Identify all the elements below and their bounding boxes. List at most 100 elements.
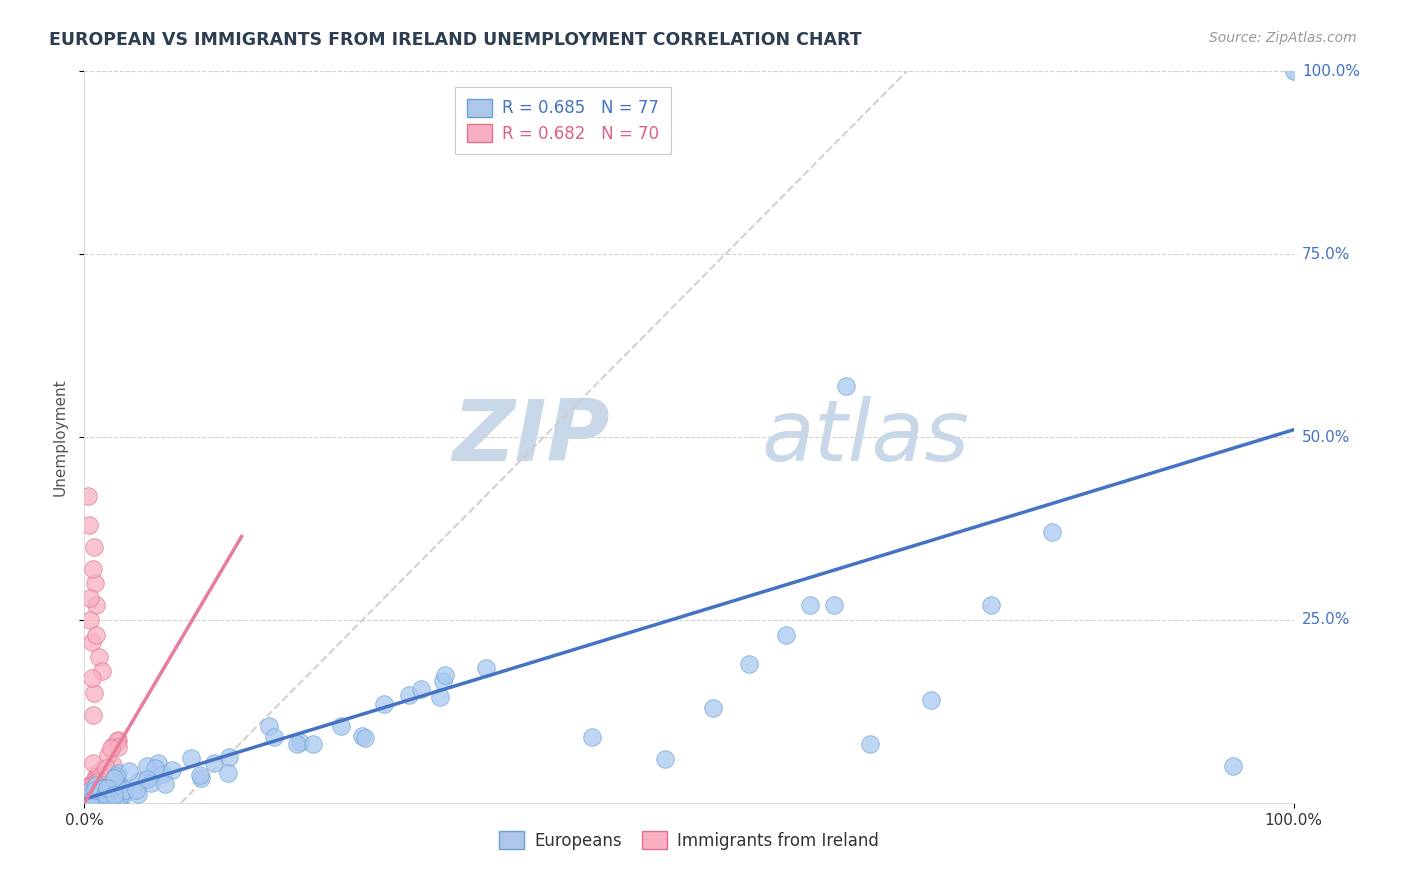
Point [96,795,118,809]
Point [82,708,104,723]
Point [75,791,97,805]
Point [127,788,149,802]
Point [76,796,98,810]
Point [79,591,101,605]
Point [82,785,104,799]
Point [1282,64,1305,78]
Point [84,778,107,792]
Point [104,769,127,783]
Point [82,562,104,576]
Point [76,781,98,796]
Point [823,599,845,613]
Point [83,686,105,700]
Point [409,682,432,697]
Point [96,782,118,797]
Point [80,788,103,802]
Point [103,788,125,802]
Point [86,627,108,641]
Point [91,664,114,678]
Point [135,759,157,773]
Point [434,668,457,682]
Point [775,627,797,641]
Y-axis label: Unemployment: Unemployment [52,378,67,496]
Point [89,781,111,796]
Point [101,739,124,754]
Point [80,785,103,799]
Point [101,788,124,802]
Point [97,747,120,762]
Point [94,787,117,801]
Point [76,796,98,810]
Point [73,796,96,810]
Point [76,789,98,804]
Point [835,379,858,393]
Point [217,766,239,780]
Point [83,775,105,789]
Point [190,768,212,782]
Point [79,613,101,627]
Point [190,771,212,785]
Point [103,771,125,785]
Point [114,783,136,797]
Point [77,789,100,803]
Point [330,718,353,732]
Point [82,783,104,797]
Point [105,777,128,791]
Point [80,787,103,801]
Point [80,781,103,796]
Point [75,784,97,798]
Point [90,780,112,794]
Point [799,599,821,613]
Text: 75.0%: 75.0% [1302,247,1350,261]
Point [107,732,129,747]
Point [82,756,104,771]
Point [94,761,117,775]
Point [257,719,280,733]
Point [263,731,285,745]
Point [100,740,122,755]
Text: atlas: atlas [762,395,970,479]
Point [80,672,103,686]
Point [75,796,97,810]
Point [96,781,118,796]
Point [73,791,96,805]
Point [75,793,97,807]
Point [162,763,184,777]
Point [80,782,103,797]
Point [301,737,323,751]
Point [108,789,131,803]
Point [73,796,96,810]
Point [93,762,115,776]
Point [80,795,103,809]
Point [91,781,114,796]
Point [82,776,104,790]
Point [82,796,104,810]
Point [75,795,97,809]
Text: 100.0%: 100.0% [1302,64,1360,78]
Point [79,779,101,793]
Point [77,780,100,794]
Point [107,740,129,755]
Point [83,540,105,554]
Point [128,773,150,788]
Point [702,700,724,714]
Point [84,769,107,783]
Point [89,786,111,800]
Point [77,517,100,532]
Point [90,768,112,782]
Point [76,796,98,810]
Point [146,756,169,770]
Point [84,782,107,797]
Point [143,761,166,775]
Point [432,673,454,688]
Point [475,660,498,674]
Point [285,737,308,751]
Point [373,697,395,711]
Point [125,782,148,797]
Point [398,688,420,702]
Point [218,750,240,764]
Point [581,730,603,744]
Point [104,795,127,809]
Point [76,791,98,805]
Point [86,768,108,782]
